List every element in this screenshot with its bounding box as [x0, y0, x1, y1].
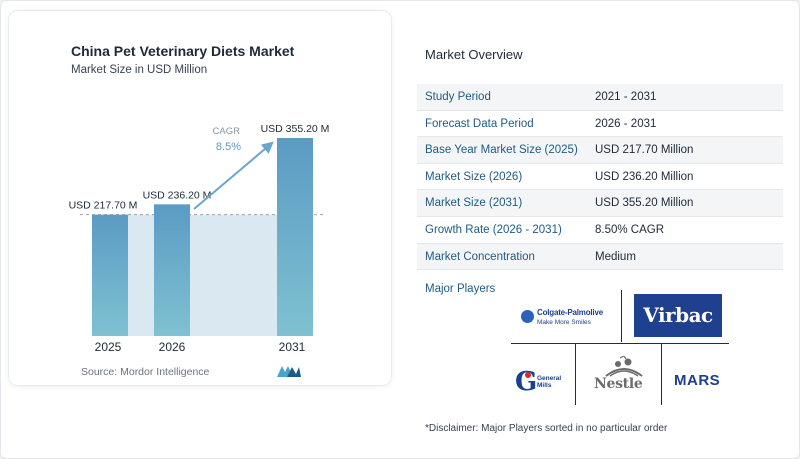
x-tick-label: 2026	[159, 340, 186, 354]
overview-row: Base Year Market Size (2025) USD 217.70 M…	[417, 137, 783, 164]
chart-subtitle: Market Size in USD Million	[71, 64, 208, 76]
overview-row: Market Size (2031) USD 355.20 Million	[417, 190, 783, 217]
logo-grid-divider	[661, 343, 662, 405]
bar-2031	[277, 138, 313, 336]
mordor-logo-icon	[277, 366, 301, 377]
overview-row-value: USD 217.70 Million	[595, 144, 694, 157]
heart-icon	[525, 372, 531, 378]
bar-data-label: USD 355.20 M	[261, 123, 330, 135]
source-note: Source: Mordor Intelligence	[81, 366, 210, 378]
overview-row-value: 2021 - 2031	[595, 91, 657, 103]
disclaimer-note: *Disclaimer: Major Players sorted in no …	[425, 423, 668, 434]
mars-logo: MARS	[674, 372, 721, 389]
colgate-palmolive-logo: Colgate-Palmolive Make More Smiles	[519, 306, 619, 334]
logo-grid-divider	[621, 290, 622, 342]
growth-band	[190, 214, 277, 336]
nestle-logo-text: Nestle	[594, 376, 643, 392]
logo-grid-divider	[511, 343, 729, 344]
overview-row: Market Concentration Medium	[417, 243, 783, 271]
overview-row-value: USD 355.20 Million	[595, 197, 694, 210]
cagr-value: 8.5%	[216, 141, 241, 153]
overview-row-label: Market Concentration	[425, 250, 535, 263]
logo-grid-divider	[575, 343, 576, 405]
general-mills-g-icon: G	[515, 367, 538, 397]
x-tick-label: 2031	[279, 340, 306, 354]
growth-band	[128, 214, 154, 336]
general-mills-logo-text: General Mills	[537, 375, 562, 389]
bar-2025	[92, 214, 128, 336]
bar-chart: USD 217.70 M USD 236.20 M USD 355.20 M 202…	[69, 123, 330, 354]
overview-row-value: USD 236.20 Million	[595, 170, 694, 183]
overview-title: Market Overview	[425, 47, 523, 62]
major-players-title: Major Players	[425, 283, 496, 295]
overview-row-label: Forecast Data Period	[425, 117, 534, 130]
overview-row: Study Period 2021 - 2031	[417, 84, 783, 111]
colgate-emblem-icon	[521, 310, 534, 323]
nest-icon	[605, 356, 643, 377]
chart-title: China Pet Veterinary Diets Market	[71, 43, 295, 59]
overview-row-label: Study Period	[425, 91, 491, 103]
overview-row: Market Size (2026) USD 236.20 Million	[417, 164, 783, 191]
overview-row-value: Medium	[595, 250, 636, 263]
virbac-logo: Virbac	[634, 294, 722, 337]
x-tick-label: 2025	[95, 340, 122, 354]
bar-data-label: USD 236.20 M	[143, 189, 212, 201]
bar-data-label: USD 217.70 M	[69, 200, 138, 212]
overview-row-label: Base Year Market Size (2025)	[425, 144, 578, 157]
colgate-logo-name: Colgate-Palmolive	[537, 308, 603, 317]
cagr-arrow	[193, 141, 274, 210]
overview-row-value: 8.50% CAGR	[595, 223, 665, 236]
overview-row-value: 2026 - 2031	[595, 117, 657, 130]
overview-row: Forecast Data Period 2026 - 2031	[417, 111, 783, 138]
colgate-logo-tagline: Make More Smiles	[537, 319, 591, 326]
overview-row: Growth Rate (2026 - 2031) 8.50% CAGR	[417, 217, 783, 244]
cagr-label: CAGR	[213, 126, 241, 137]
bar-2026	[154, 204, 190, 336]
overview-row-label: Market Size (2026)	[425, 170, 523, 183]
overview-table: Study Period 2021 - 2031 Forecast Data Per…	[417, 84, 783, 271]
overview-row-label: Growth Rate (2026 - 2031)	[425, 223, 562, 236]
nestle-logo: Nestle	[590, 356, 658, 396]
general-mills-logo: G General Mills	[515, 368, 575, 398]
overview-row-label: Market Size (2031)	[425, 197, 523, 210]
